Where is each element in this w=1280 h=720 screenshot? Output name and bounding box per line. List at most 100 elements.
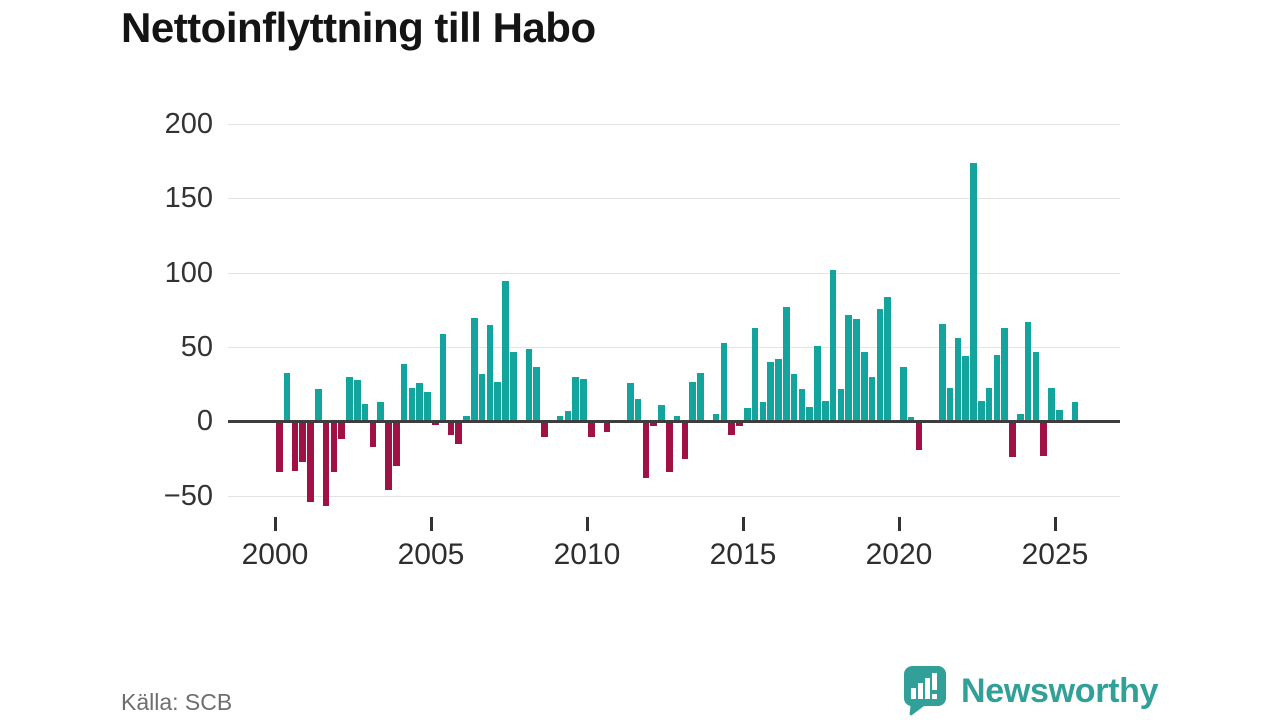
bar-2024-q1	[1024, 322, 1032, 422]
bar-2017-q4	[829, 270, 837, 422]
bar-2005-q2	[439, 334, 447, 422]
bar-2009-q3	[572, 377, 579, 422]
bar-2002-q1	[338, 421, 345, 440]
bar-2018-q2	[845, 314, 852, 422]
bar-2009-q1	[556, 415, 564, 422]
bar-2014-q3	[728, 421, 735, 436]
bar-2021-q3	[946, 387, 954, 422]
bar-2023-q2	[1001, 328, 1008, 422]
bar-2017-q2	[814, 345, 821, 422]
bar-2017-q1	[806, 406, 813, 422]
bar-2006-q4	[486, 325, 494, 422]
x-tick-2020	[898, 517, 901, 531]
bar-2003-q2	[377, 402, 384, 422]
bar-2009-q4	[580, 378, 587, 422]
bar-2012-q4	[673, 415, 681, 422]
bar-2012-q1	[650, 421, 657, 427]
bar-2021-q4	[954, 338, 962, 422]
bar-2005-q1	[432, 421, 439, 425]
bar-2004-q2	[408, 387, 416, 422]
newsworthy-logo-text: Newsworthy	[961, 671, 1159, 710]
bar-2012-q3	[666, 421, 673, 473]
x-tick-2015	[742, 517, 745, 531]
chart-title: Nettoinflyttning till Habo	[121, 4, 596, 51]
bar-2019-q1	[868, 377, 876, 422]
bar-2003-q4	[393, 421, 400, 467]
bar-2000-q2	[283, 372, 291, 422]
bar-2007-q1	[494, 381, 501, 422]
bar-2005-q3	[447, 421, 455, 436]
bar-2011-q2	[627, 383, 634, 422]
bar-2006-q2	[471, 317, 478, 422]
bar-2024-q3	[1040, 421, 1047, 456]
bar-2022-q3	[978, 400, 985, 422]
x-axis-label-2000: 2000	[241, 538, 309, 571]
bar-2001-q3	[322, 421, 330, 507]
bar-2013-q1	[681, 421, 689, 459]
bar-2005-q4	[455, 421, 462, 444]
bar-2011-q4	[642, 421, 650, 479]
x-axis-zero-line	[228, 420, 1120, 424]
bar-2015-q4	[767, 362, 774, 422]
bar-2002-q2	[346, 377, 353, 422]
x-tick-2000	[274, 517, 277, 531]
bar-2018-q4	[861, 351, 868, 422]
bar-2011-q3	[634, 399, 642, 422]
bar-2008-q3	[541, 421, 548, 437]
bar-2022-q1	[962, 356, 969, 422]
bar-2024-q2	[1032, 351, 1040, 422]
bar-2013-q2	[689, 381, 696, 422]
x-axis-label-2010: 2010	[553, 538, 621, 571]
bar-2022-q2	[970, 163, 977, 422]
bar-2020-q2	[907, 417, 915, 422]
y-axis-label-150: 150	[164, 182, 213, 215]
gridline-150	[228, 198, 1120, 200]
bar-2019-q3	[884, 296, 891, 422]
x-axis-label-2020: 2020	[865, 538, 933, 571]
y-axis-label-100: 100	[164, 256, 213, 289]
bar-2001-q4	[330, 421, 338, 473]
bar-2016-q3	[790, 374, 798, 422]
gridline-50	[228, 346, 1120, 348]
source-caption: Källa: SCB	[121, 689, 233, 715]
bar-2020-q3	[915, 421, 923, 450]
bar-2018-q3	[853, 319, 860, 422]
bar-2008-q2	[533, 366, 540, 422]
bar-2025-q1	[1056, 409, 1063, 422]
bar-2000-q1	[276, 421, 283, 473]
bar-2016-q4	[798, 389, 806, 422]
bar-2022-q4	[985, 387, 993, 422]
bar-2004-q1	[400, 363, 408, 422]
bar-2020-q1	[900, 366, 907, 422]
bar-2010-q1	[588, 421, 595, 437]
gridline-100	[228, 272, 1120, 274]
bar-2010-q3	[603, 421, 611, 433]
bar-2014-q4	[736, 421, 743, 427]
bar-2000-q3	[291, 421, 299, 471]
x-axis-label-2005: 2005	[397, 538, 465, 571]
bar-2016-q1	[775, 359, 782, 422]
bar-2012-q2	[658, 405, 665, 422]
y-axis-label-50: 50	[180, 330, 213, 363]
bar-2001-q2	[315, 389, 322, 422]
gridline-200	[228, 123, 1120, 125]
bar-2021-q2	[939, 323, 946, 422]
bar-2006-q1	[463, 415, 470, 422]
bar-2002-q3	[354, 380, 361, 422]
newsworthy-bubble-chart-icon	[901, 664, 948, 716]
bar-2006-q3	[478, 374, 486, 422]
newsworthy-logo: Newsworthy	[901, 664, 1159, 716]
x-tick-2005	[430, 517, 433, 531]
bar-2003-q1	[369, 421, 377, 447]
x-tick-2025	[1054, 517, 1057, 531]
bar-2003-q3	[385, 421, 392, 491]
bar-2001-q1	[307, 421, 314, 502]
bar-2009-q2	[564, 411, 572, 422]
bar-2004-q3	[416, 383, 423, 422]
y-axis-label--50: −50	[163, 479, 213, 512]
bar-2014-q1	[712, 414, 720, 422]
bar-2018-q1	[837, 389, 845, 422]
x-tick-2010	[586, 517, 589, 531]
x-axis-label-2025: 2025	[1021, 538, 1089, 571]
